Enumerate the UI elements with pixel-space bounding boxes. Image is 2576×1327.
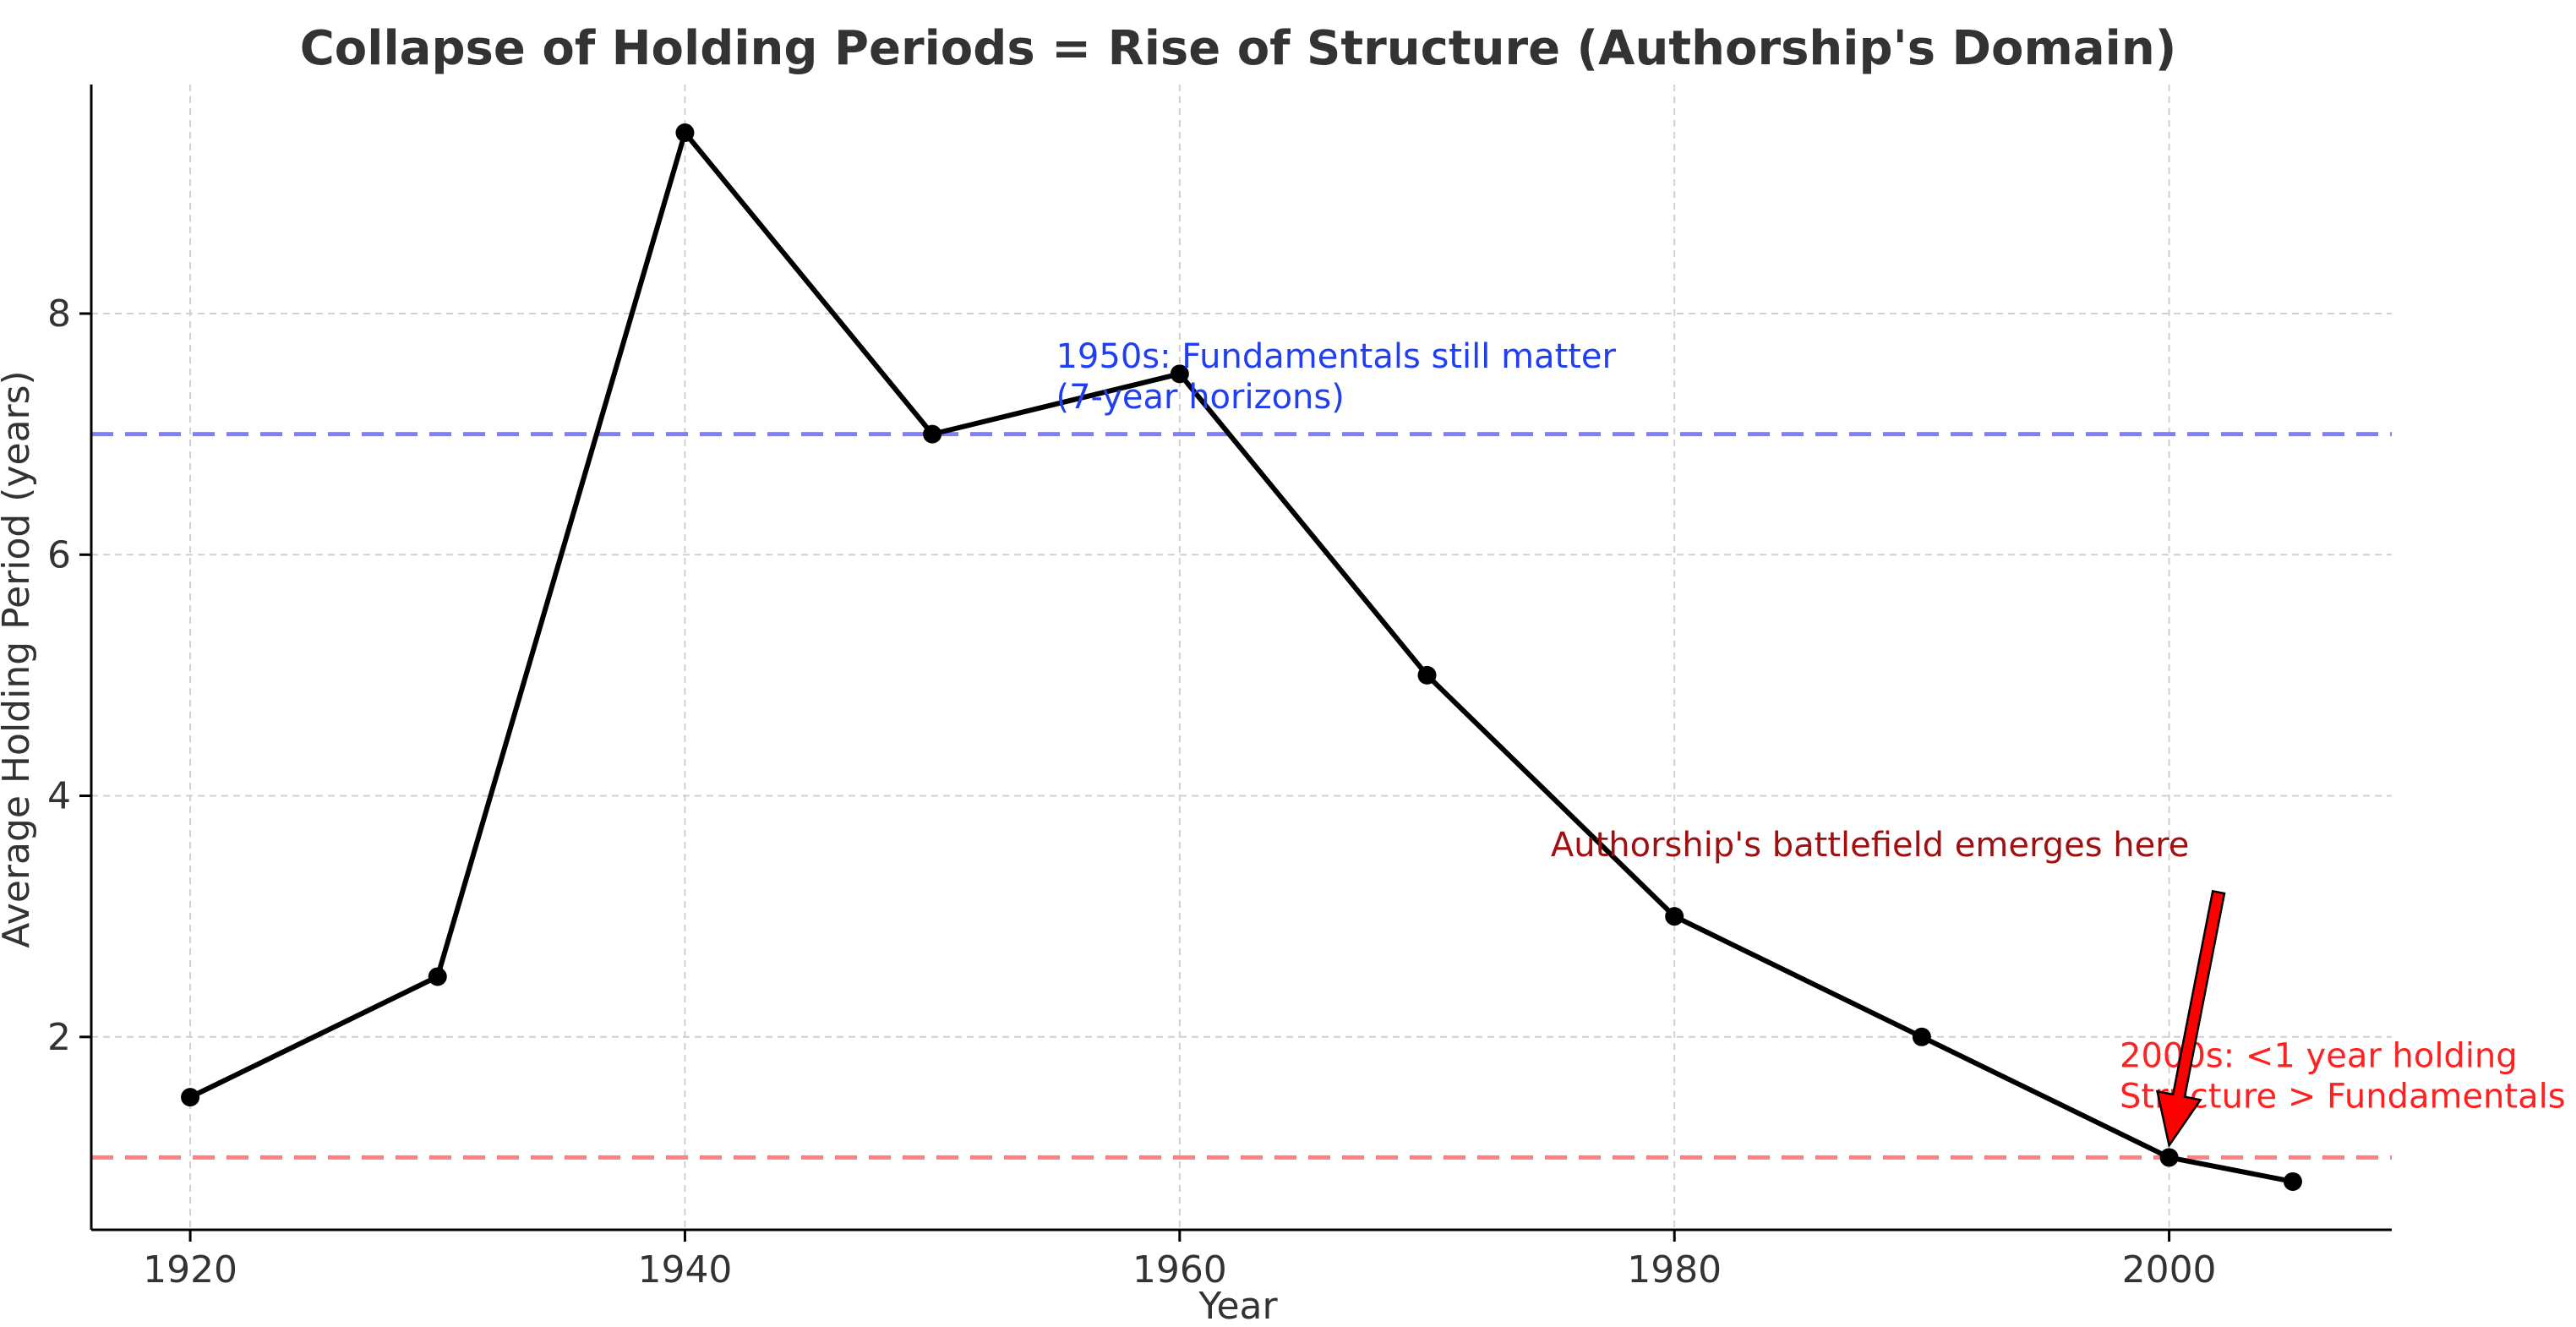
y-tick-label: 4	[47, 775, 71, 818]
series-line	[188, 130, 2294, 1184]
x-tick-label: 1920	[143, 1248, 237, 1292]
axes: 1920 1940 1960 1980 2000 2 4 6 8	[47, 85, 2392, 1292]
annotation-arrow	[2155, 889, 2226, 1149]
x-tick-label: 1980	[1627, 1248, 1722, 1292]
x-tick-label: 2000	[2122, 1248, 2217, 1292]
x-tick-label: 1960	[1132, 1248, 1227, 1292]
data-point	[923, 424, 942, 444]
annotations: 1950s: Fundamentals still matter (7-year …	[1056, 337, 2566, 1149]
y-tick-label: 6	[47, 533, 71, 576]
data-point	[1170, 364, 1189, 384]
x-axis-label: Year	[1198, 1285, 1278, 1327]
annotation-text: 1950s: Fundamentals still matter (7-year …	[1056, 337, 1616, 417]
data-point	[675, 123, 695, 143]
data-point	[1665, 907, 1684, 926]
reference-lines	[91, 432, 2392, 1160]
x-tick-label: 1940	[637, 1248, 732, 1292]
annotation-line: Authorship's battlefield emerges here	[1551, 826, 2190, 865]
data-point	[2159, 1148, 2179, 1167]
chart-title: Collapse of Holding Periods = Rise of St…	[300, 21, 2177, 76]
data-point	[2283, 1171, 2302, 1191]
y-tick-label: 2	[47, 1016, 71, 1059]
annotation-line: 1950s: Fundamentals still matter	[1056, 337, 1616, 376]
annotation: 1950s: Fundamentals still matter (7-year …	[1056, 337, 1616, 417]
data-point	[428, 967, 447, 986]
y-tick-label: 8	[47, 292, 71, 336]
series-layer	[181, 123, 2302, 1191]
grid-layer	[91, 85, 2392, 1230]
annotation-text: Authorship's battlefield emerges here	[1551, 826, 2190, 865]
y-axis-label: Average Holding Period (years)	[0, 370, 38, 947]
annotation: Authorship's battlefield emerges here	[1551, 826, 2226, 1149]
data-point	[1912, 1027, 1931, 1046]
data-point	[1417, 665, 1437, 685]
data-point	[181, 1088, 200, 1107]
annotation-line: (7-year horizons)	[1056, 378, 1344, 417]
